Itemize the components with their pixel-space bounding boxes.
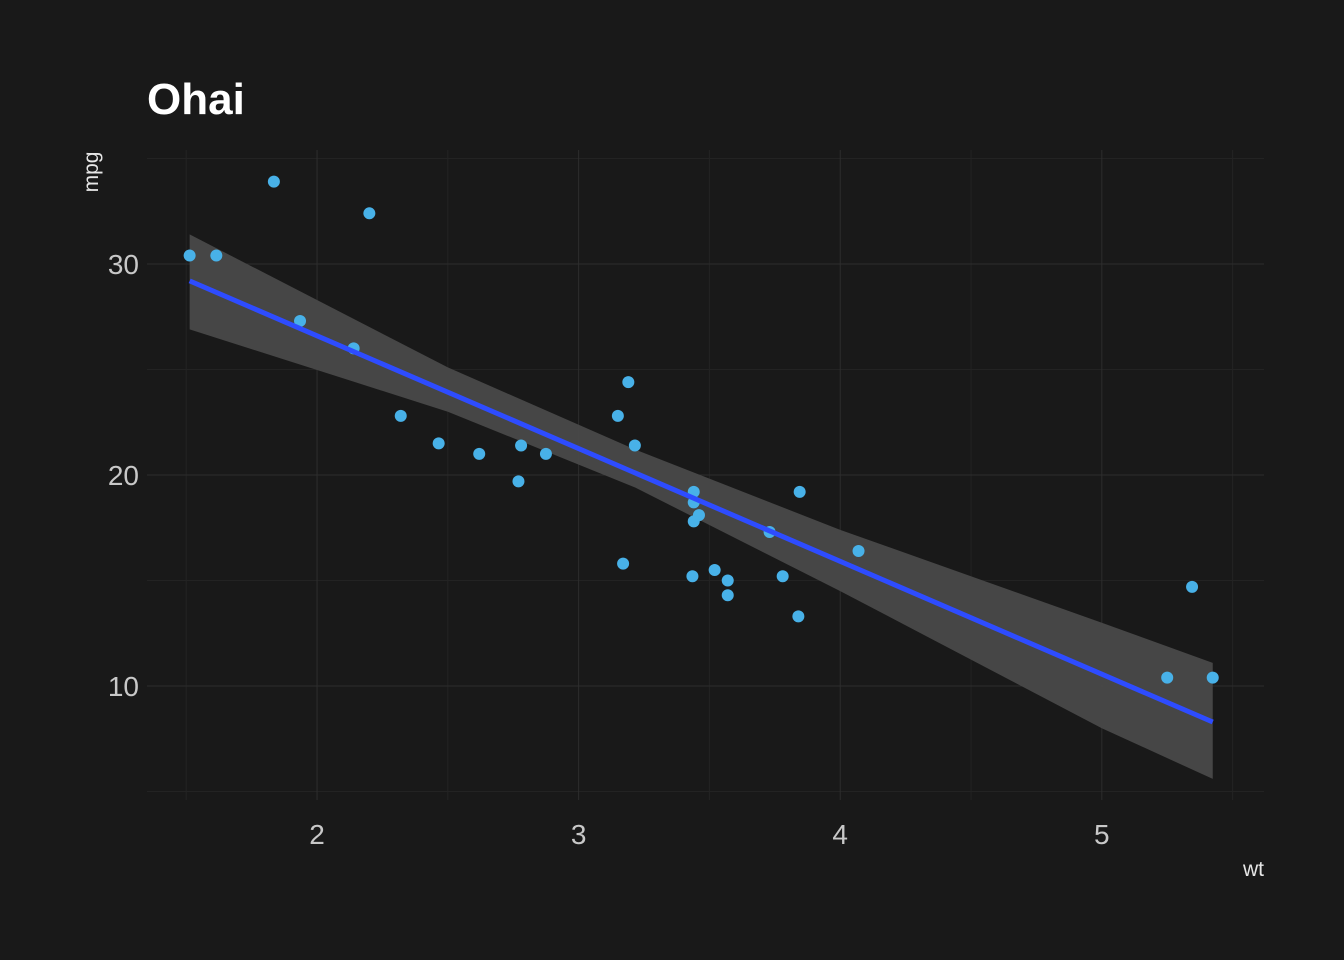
x-tick-label: 3 bbox=[571, 819, 587, 850]
data-point bbox=[721, 574, 734, 587]
data-point bbox=[512, 475, 525, 488]
x-tick-label: 4 bbox=[832, 819, 848, 850]
data-point bbox=[473, 447, 486, 460]
data-point bbox=[686, 570, 699, 583]
x-tick-label: 5 bbox=[1094, 819, 1110, 850]
data-point bbox=[628, 439, 641, 452]
data-point bbox=[1186, 580, 1199, 593]
data-point bbox=[539, 447, 552, 460]
data-point bbox=[622, 376, 635, 389]
data-point bbox=[267, 175, 280, 188]
data-point bbox=[617, 557, 630, 570]
data-point bbox=[852, 544, 865, 557]
fit-line-group bbox=[188, 278, 1214, 725]
confidence-band-group bbox=[189, 234, 1213, 779]
data-point bbox=[515, 439, 528, 452]
y-tick-label: 30 bbox=[108, 249, 139, 280]
data-point bbox=[183, 249, 196, 262]
y-axis-label: mpg bbox=[80, 152, 103, 193]
data-point bbox=[721, 589, 734, 602]
data-point bbox=[792, 610, 805, 623]
x-axis-label: wt bbox=[1242, 858, 1264, 881]
data-points bbox=[183, 175, 1219, 684]
data-point bbox=[210, 249, 223, 262]
tick-labels: 2 3 4 5 10 20 30 bbox=[108, 249, 1110, 850]
data-point bbox=[1206, 671, 1219, 684]
data-point bbox=[793, 485, 806, 498]
fit-line bbox=[188, 278, 1214, 725]
data-point bbox=[687, 515, 700, 528]
data-point bbox=[1161, 671, 1174, 684]
data-point bbox=[294, 314, 307, 327]
data-point bbox=[708, 563, 721, 576]
y-tick-label: 10 bbox=[108, 671, 139, 702]
chart-title: Ohai bbox=[147, 75, 245, 124]
data-point bbox=[611, 409, 624, 422]
y-tick-label: 20 bbox=[108, 460, 139, 491]
data-point bbox=[776, 570, 789, 583]
data-point bbox=[432, 437, 445, 450]
data-point bbox=[363, 207, 376, 220]
x-tick-label: 2 bbox=[309, 819, 325, 850]
data-point bbox=[394, 409, 407, 422]
confidence-band bbox=[189, 234, 1213, 779]
